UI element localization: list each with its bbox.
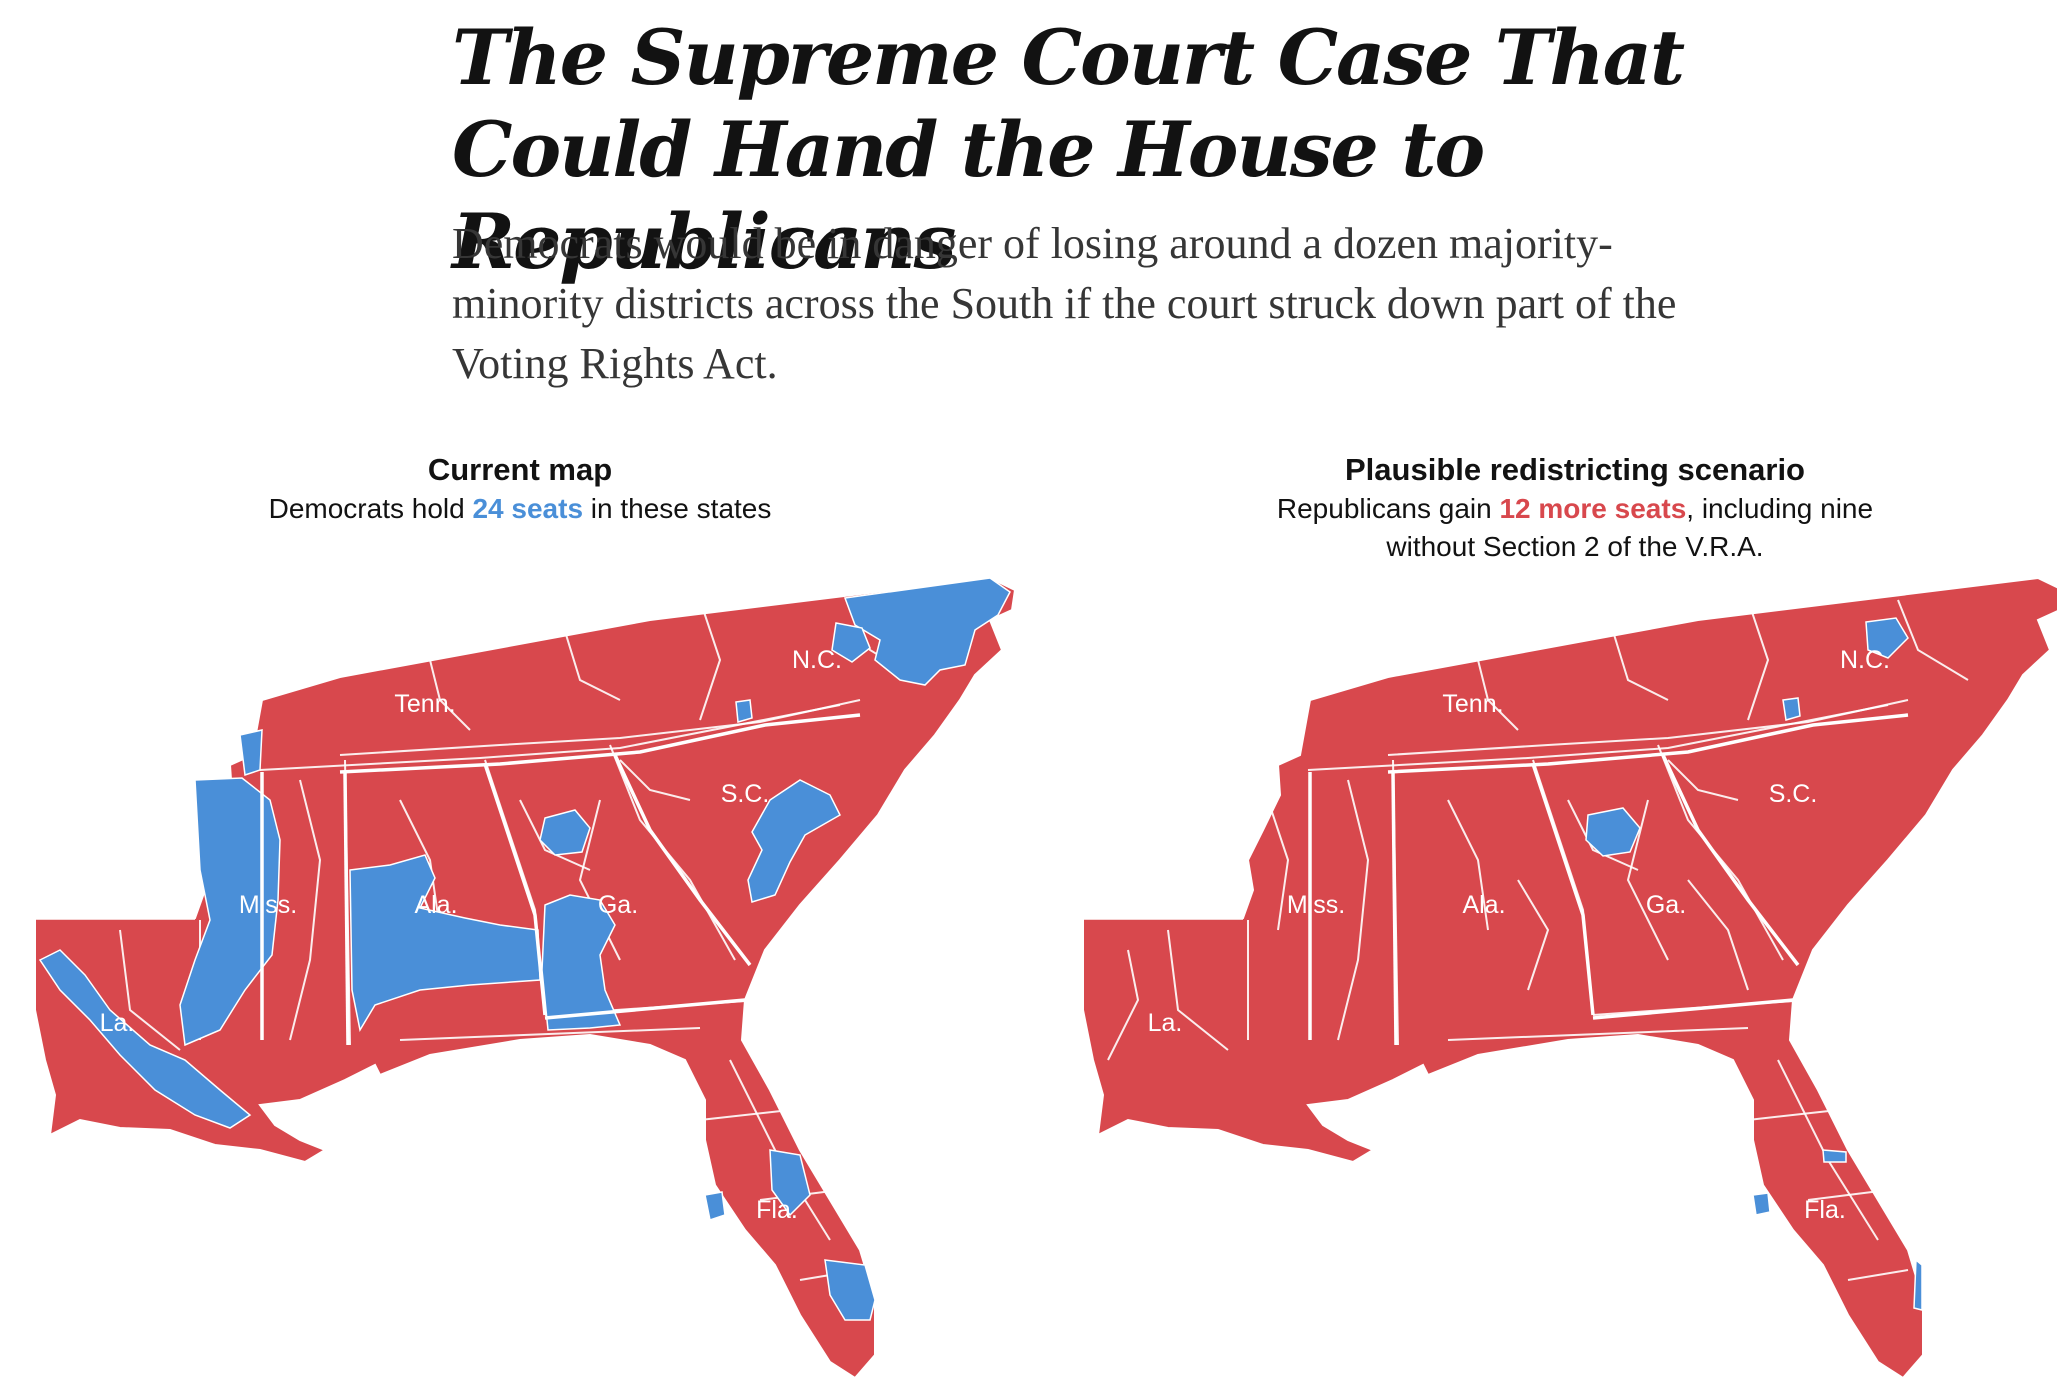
headline: The Supreme Court Case That Could Hand t… [452,13,1685,286]
dem-district-la-corridor [38,949,252,1129]
panel-current-subtitle-before: Democrats hold [268,493,473,524]
dem-district-ms-delta [179,777,281,1047]
dek: Democrats would be in danger of losing a… [452,219,1677,388]
dem-district-fl-jacksonville [769,1149,811,1217]
dem-district-nc-charlotte [735,699,753,723]
panel-current-title: Current map [427,452,613,487]
panel-scenario-subtitle-before: Republicans gain [1276,493,1500,524]
label-tenn: Tenn. [1442,690,1503,718]
label-sc: S.C. [1769,780,1818,808]
dem-district-nc-northeast [843,577,1011,686]
label-fla: Fla. [756,1196,798,1224]
dem-district-nc-triangle [1865,617,1909,659]
label-ala: Ala. [1462,891,1505,919]
scenario-map-republican-base [1082,577,2057,1379]
scenario-map-state-borders [1083,713,1909,1046]
panel-current-header: Current map Democrats hold 24 seats in t… [160,450,880,528]
dem-district-fl-jacksonville [1822,1149,1847,1163]
dem-district-ga-atlanta [539,809,591,856]
democrat-seat-count: 24 seats [472,493,584,524]
label-fla: Fla. [1804,1196,1846,1224]
current-map-democratic-districts [38,577,1011,1321]
dem-district-fl-south [1913,1258,1923,1311]
dem-district-nc-triangle [831,622,871,663]
label-la: La. [1148,1009,1183,1037]
scenario-map-democratic-districts [1585,617,1923,1311]
label-tenn: Tenn. [394,690,455,718]
label-sc: S.C. [721,780,770,808]
current-map-state-labels: Tenn. N.C. S.C. Miss. Ala. Ga. La. Fla. [100,646,842,1224]
current-map-state-borders [35,713,861,1046]
panel-scenario-subtitle: Republicans gain 12 more seats, includin… [1235,490,1915,566]
label-ga: Ga. [598,891,638,919]
dem-district-fl-tampa [704,1191,726,1221]
dem-district-fl-tampa [1752,1192,1771,1216]
label-nc: N.C. [792,646,842,674]
label-miss: Miss. [239,891,297,919]
republican-gain-count: 12 more seats [1499,493,1687,524]
label-miss: Miss. [1287,891,1345,919]
panel-scenario-subtitle-after: , including nine without Section 2 of th… [1386,493,1874,562]
dem-district-nc-charlotte [1782,697,1801,721]
dem-district-ms-north-tip [239,729,263,777]
dem-district-sc-clyburn [747,779,841,903]
scenario-map-state-labels: Tenn. N.C. S.C. Miss. Ala. Ga. La. Fla. [1148,646,1890,1224]
dem-district-fl-south [824,1259,876,1321]
panel-current-subtitle-after: in these states [583,493,772,524]
label-ala: Ala. [414,891,457,919]
dem-district-ga-atlanta [1585,807,1641,857]
panel-current-subtitle: Democrats hold 24 seats in these states [160,490,880,528]
panel-scenario-title: Plausible redistricting scenario [1345,452,1805,487]
label-nc: N.C. [1840,646,1890,674]
label-ga: Ga. [1646,891,1686,919]
label-la: La. [100,1009,135,1037]
panel-scenario-header: Plausible redistricting scenario Republi… [1235,450,1915,566]
scenario-map-district-lines [1107,599,1969,1281]
